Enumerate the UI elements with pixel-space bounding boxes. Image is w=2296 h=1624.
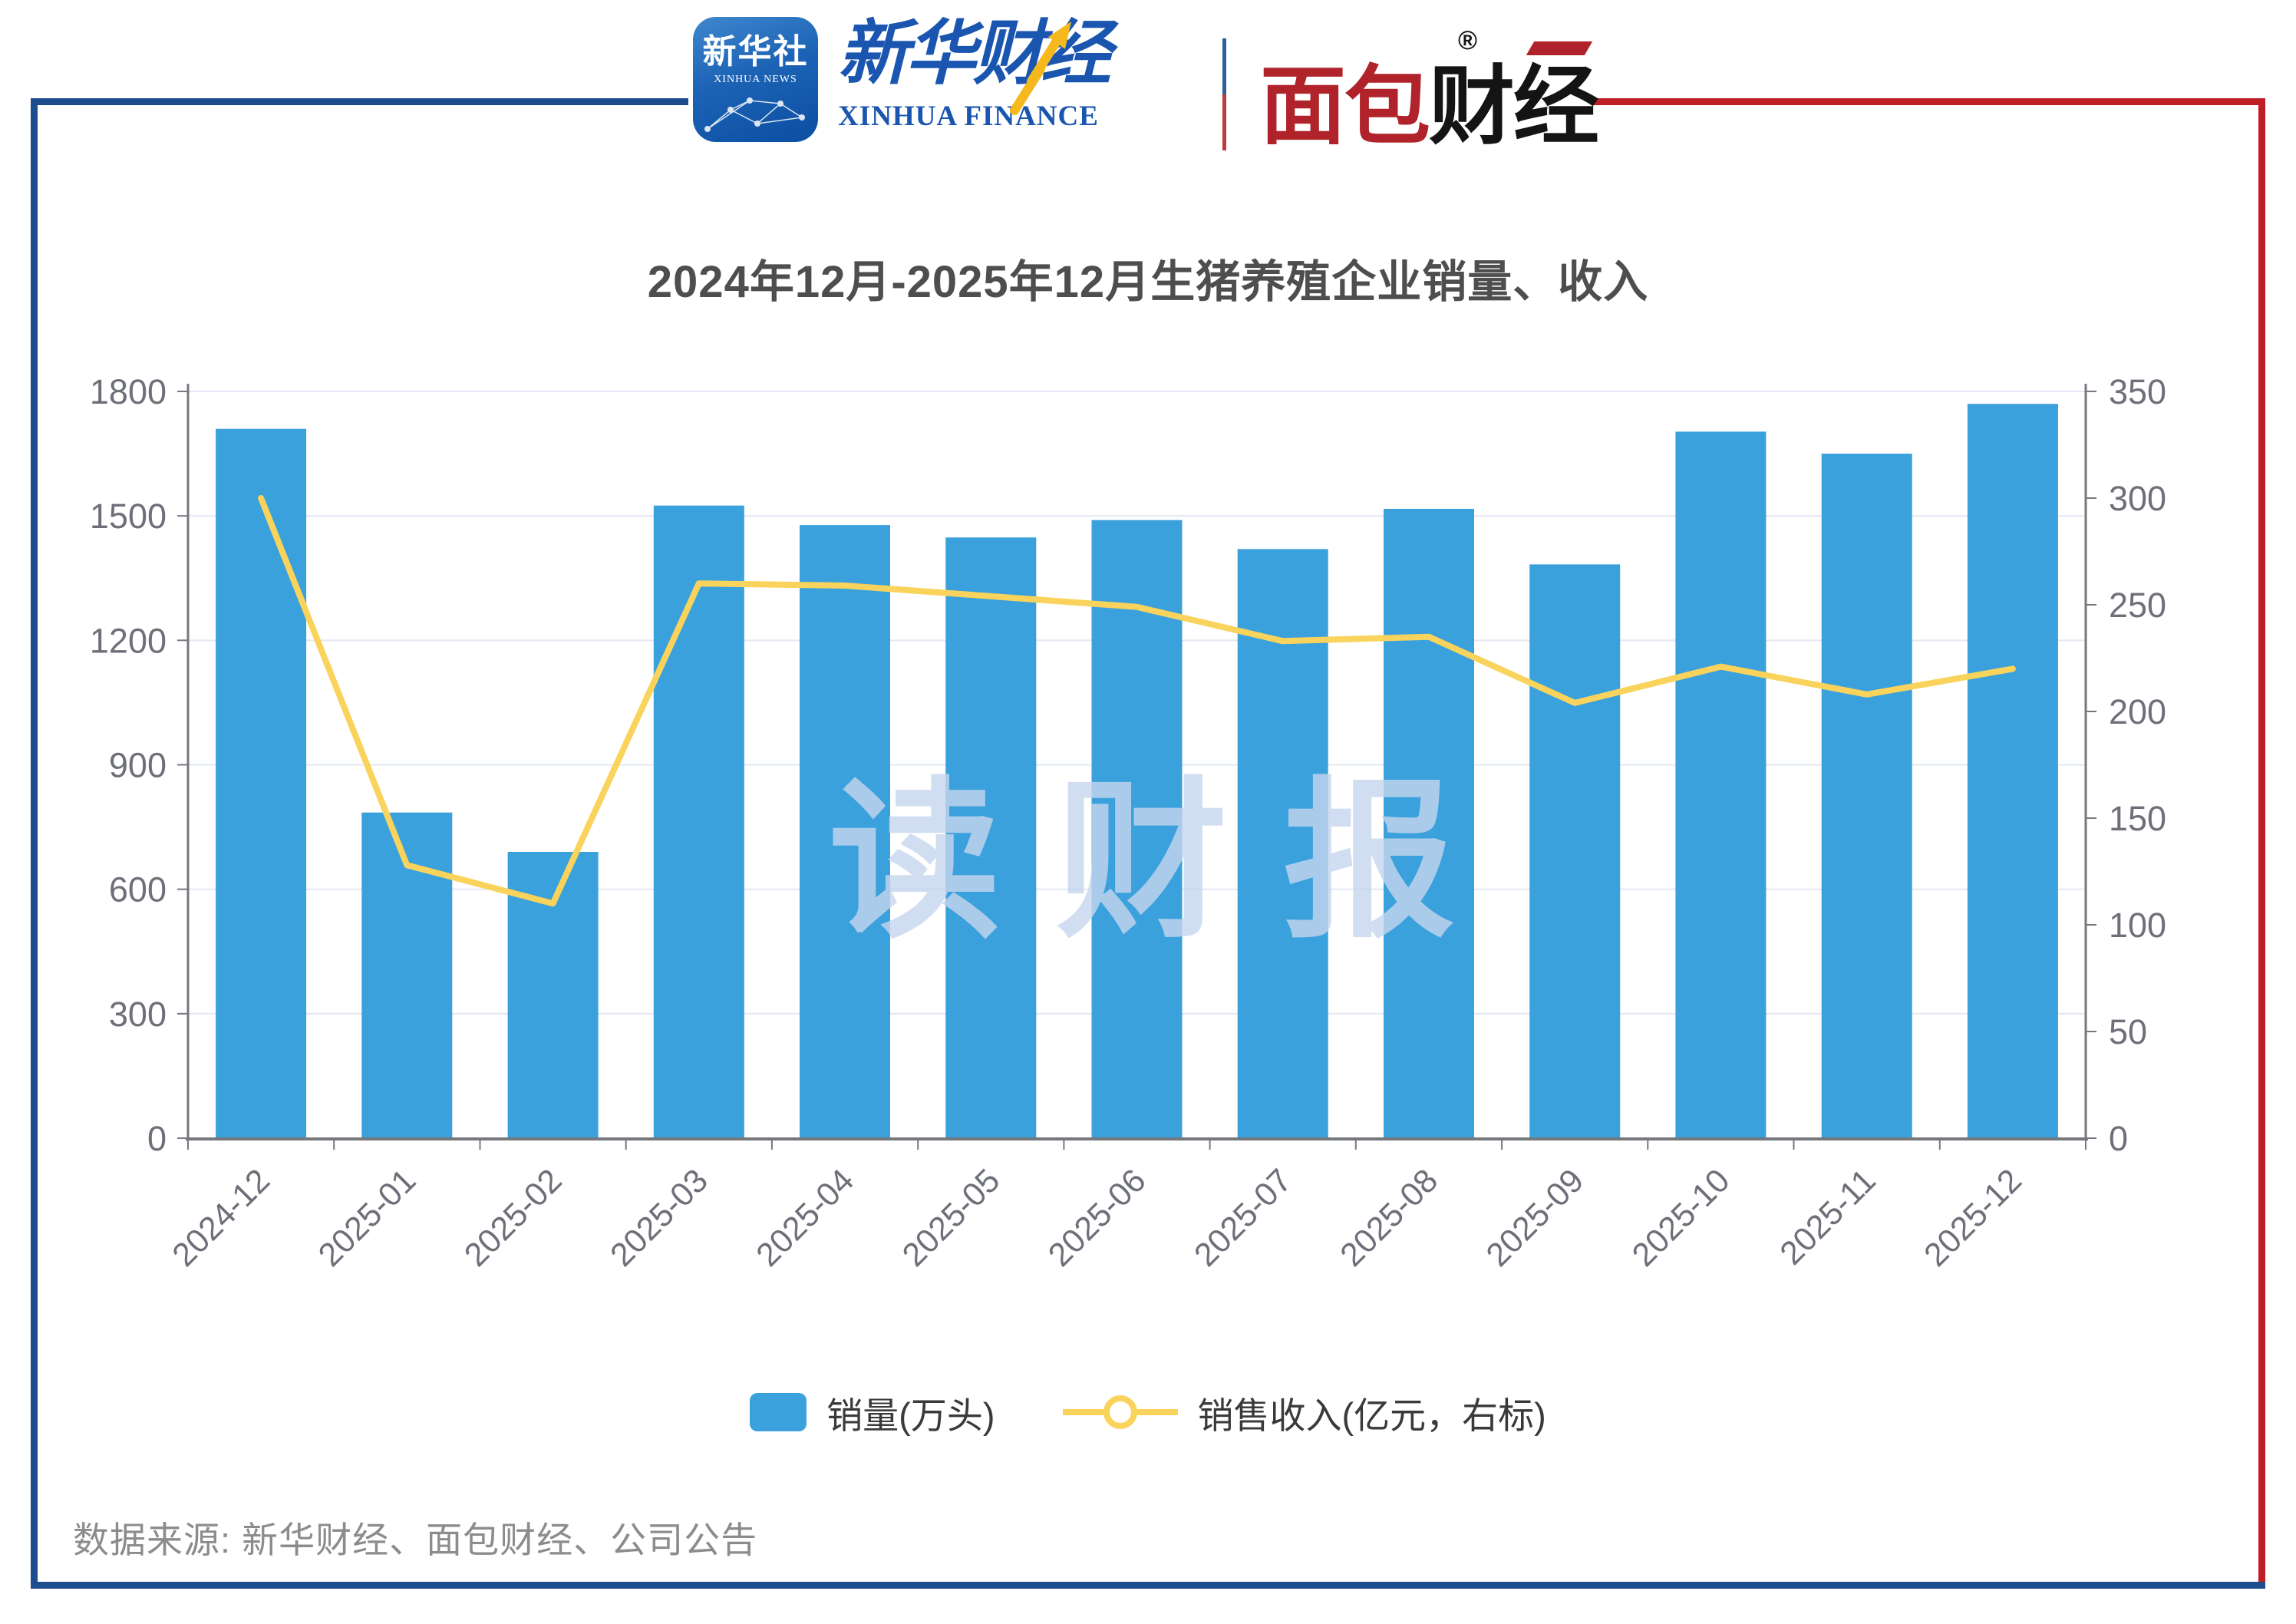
legend-label-revenue: 销售收入(亿元，右标) <box>1197 1395 1546 1436</box>
y-tick-label: 1800 <box>90 372 167 411</box>
y-tick-label: 200 <box>2109 692 2166 731</box>
frame-border-left <box>31 98 38 1589</box>
bar <box>1675 431 1767 1138</box>
bread-finance-logo-black: 财经 <box>1429 58 1599 154</box>
y-axis-right-labels: 0 50 100 150 200 250 300 350 <box>2109 372 2166 1158</box>
data-source-note: 数据来源: 新华财经、面包财经、公司公告 <box>73 1520 758 1560</box>
frame-border-top-left <box>31 98 688 105</box>
xinhua-news-logo-en: XINHUA NEWS <box>714 74 797 85</box>
revenue-line <box>258 495 2016 907</box>
line-series-marker-icon <box>1062 1393 1178 1431</box>
x-tick-label: 2025-02 <box>457 1162 569 1274</box>
axes <box>177 384 2096 1150</box>
chart-title: 2024年12月-2025年12月生猪养殖企业销量、收入 <box>647 257 1649 307</box>
bread-finance-logo-red: 面包 <box>1260 58 1430 154</box>
bar <box>1091 520 1183 1138</box>
y-tick-label: 150 <box>2109 799 2166 838</box>
bar <box>1821 454 1912 1138</box>
x-tick-label: 2025-07 <box>1187 1162 1299 1274</box>
x-tick-label: 2025-09 <box>1480 1162 1592 1274</box>
y-tick-label: 1500 <box>90 497 167 536</box>
x-tick-label: 2025-06 <box>1041 1162 1153 1274</box>
header: 新华社 XINHUA NEWS 新华财经 XINHUA FINANCE 面包财经 <box>0 0 2296 177</box>
frame-border-bottom <box>31 1582 2265 1589</box>
y-tick-label: 250 <box>2109 586 2166 625</box>
x-axis-labels: 2024-12 2025-01 2025-02 2025-03 2025-04 2025-… <box>166 1162 2029 1274</box>
xinhua-finance-logo-en: XINHUA FINANCE <box>838 101 1099 132</box>
y-tick-label: 900 <box>109 746 167 785</box>
bar <box>800 525 890 1138</box>
bar <box>653 505 744 1138</box>
y-tick-label: 1200 <box>90 621 167 660</box>
frame-border-right <box>2258 98 2265 1589</box>
bar-series-swatch-icon <box>750 1393 807 1431</box>
rising-arrow-icon <box>1010 21 1071 115</box>
watermark: 读财报 <box>829 766 1510 958</box>
x-tick-label: 2025-05 <box>896 1162 1008 1274</box>
bar <box>945 537 1037 1138</box>
xinhua-news-logo-cn: 新华社 <box>702 33 809 71</box>
frame-border-top-right <box>1594 98 2265 105</box>
x-tick-label: 2024-12 <box>166 1162 278 1274</box>
registered-mark-icon: ® <box>1458 26 1478 55</box>
y-tick-label: 0 <box>147 1119 167 1158</box>
bread-finance-logo: 面包财经 ® <box>1260 26 1599 154</box>
chart-legend: 销量(万头) 销售收入(亿元，右标) <box>0 1378 2296 1447</box>
x-tick-label: 2025-12 <box>1917 1162 2029 1274</box>
legend-item-sales[interactable]: 销量(万头) <box>750 1386 995 1439</box>
y-tick-label: 300 <box>2109 479 2166 518</box>
bar <box>1529 564 1621 1138</box>
xinhua-finance-logo: 新华财经 XINHUA FINANCE <box>838 15 1111 153</box>
y-tick-label: 50 <box>2109 1012 2147 1051</box>
xinhua-news-logo: 新华社 XINHUA NEWS <box>693 17 818 142</box>
y-axis-left-labels: 0 300 600 900 1200 1500 1800 <box>90 372 167 1158</box>
y-tick-label: 600 <box>109 870 167 909</box>
bar <box>1237 549 1328 1138</box>
y-tick-label: 300 <box>109 995 167 1034</box>
legend-item-revenue[interactable]: 销售收入(亿元，右标) <box>1062 1386 1546 1439</box>
bar <box>1384 509 1474 1138</box>
legend-label-sales: 销量(万头) <box>826 1395 995 1436</box>
x-tick-label: 2025-10 <box>1625 1162 1737 1274</box>
network-globe-icon <box>704 97 805 132</box>
x-tick-label: 2025-04 <box>750 1162 862 1274</box>
y-tick-label: 100 <box>2109 906 2166 945</box>
x-tick-label: 2025-01 <box>312 1162 424 1274</box>
x-tick-label: 2025-11 <box>1773 1162 1882 1272</box>
y-tick-label: 350 <box>2109 372 2166 411</box>
brand-divider <box>1222 38 1226 150</box>
bar <box>216 428 307 1138</box>
x-tick-label: 2025-08 <box>1334 1162 1446 1274</box>
bars-group <box>216 404 2058 1138</box>
bar <box>1967 404 2058 1138</box>
x-tick-label: 2025-03 <box>603 1162 715 1274</box>
y-tick-label: 0 <box>2109 1119 2128 1158</box>
